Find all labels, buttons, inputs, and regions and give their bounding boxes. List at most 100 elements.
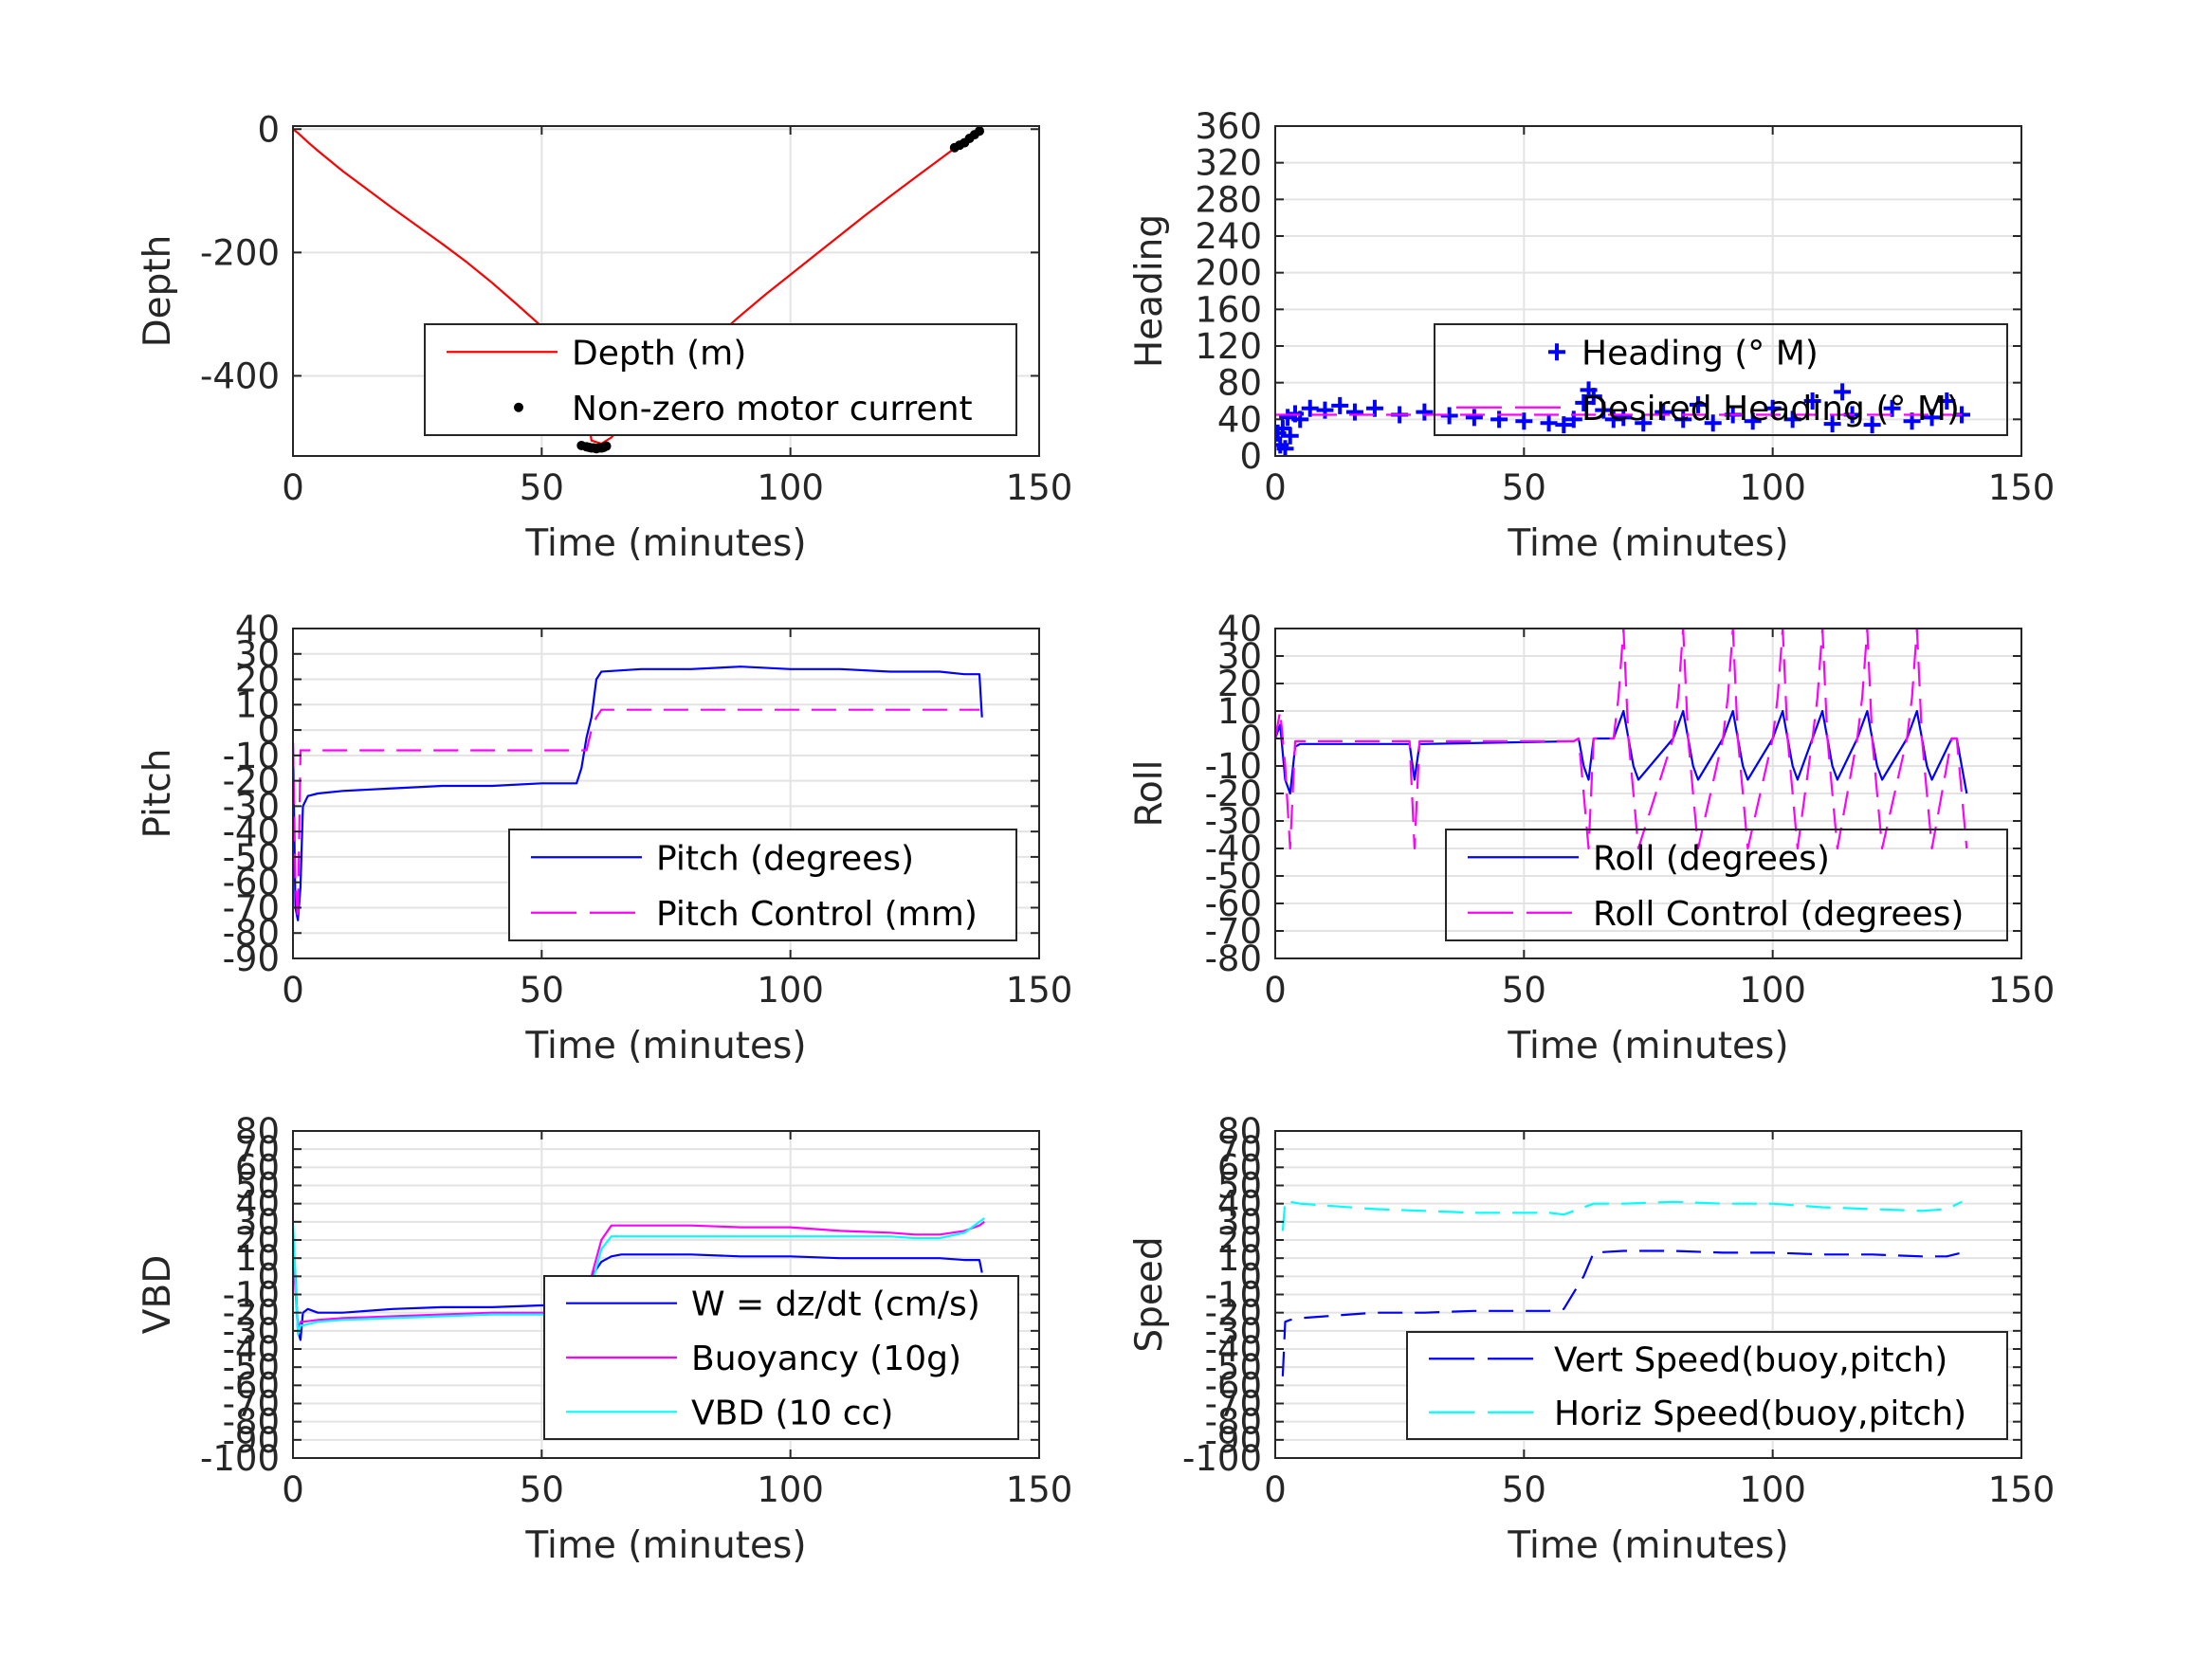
y-tick-label: -50 (1205, 1347, 1262, 1388)
series-1-point (1331, 396, 1349, 414)
x-tick-label: 50 (520, 467, 564, 508)
series-1-point (1595, 401, 1613, 419)
y-tick-label: -20 (223, 1293, 280, 1334)
y-tick-label: 120 (1195, 326, 1262, 367)
y-tick-label: 40 (1217, 609, 1262, 649)
series-1-point (1923, 409, 1941, 427)
y-tick-label: -10 (223, 736, 280, 776)
legend-label: VBD (10 cc) (691, 1394, 893, 1432)
data-layer (1275, 629, 1968, 850)
y-tick-label: -60 (1205, 884, 1262, 924)
series-1-point (1584, 388, 1602, 406)
y-tick-label: -20 (1205, 774, 1262, 814)
y-axis-label: VBD (137, 1255, 179, 1334)
x-tick-label: 100 (1739, 1469, 1806, 1510)
series-1-point (1564, 410, 1582, 428)
y-tick-label: 360 (1195, 106, 1262, 147)
axes-box (292, 628, 1040, 959)
series-1-point (1783, 410, 1801, 428)
series-2-line (293, 708, 979, 921)
legend-box (508, 829, 1017, 941)
y-tick-label: -80 (1205, 939, 1262, 979)
x-tick-label: 0 (282, 1469, 304, 1510)
y-tick-label: 320 (1195, 143, 1262, 184)
series-1-point (1744, 412, 1762, 430)
series-1-line (293, 128, 980, 446)
data-layer (1281, 1198, 1963, 1376)
series-3-line (293, 1217, 985, 1336)
y-tick-label: 0 (1239, 1256, 1262, 1297)
series-1-point (1515, 412, 1533, 430)
y-axis-label: Heading (1128, 214, 1171, 368)
series-1-point (1540, 414, 1558, 432)
y-tick-label: -20 (223, 761, 280, 802)
y-tick-label: 40 (235, 1184, 280, 1225)
y-tick-label: -40 (1205, 1329, 1262, 1370)
y-tick-label: 20 (235, 660, 280, 701)
series-1-point (1345, 403, 1363, 421)
legend: Vert Speed(buoy,pitch) Horiz Speed(buoy,p… (1406, 1331, 2008, 1440)
y-tick-label: -90 (1205, 1420, 1262, 1461)
legend-label: Pitch Control (mm) (656, 895, 978, 934)
legend-label: Depth (m) (572, 334, 746, 373)
legend-label: Desired Heading (° M) (1581, 390, 1960, 428)
legend-label: Roll Control (degrees) (1593, 895, 1964, 934)
series-2-point (975, 126, 985, 137)
x-tick-label: 50 (1502, 467, 1546, 508)
legend-label: Non-zero motor current (572, 390, 973, 428)
y-tick-label: 10 (235, 1238, 280, 1279)
y-tick-label: -80 (223, 913, 280, 954)
x-tick-label: 150 (1006, 467, 1073, 508)
y-tick-label: 40 (1217, 1184, 1262, 1225)
series-1-point (1575, 393, 1593, 411)
y-tick-label: 20 (1217, 1220, 1262, 1261)
y-tick-label: 60 (1217, 1147, 1262, 1188)
y-axis-label: Depth (137, 235, 179, 348)
x-axis-label: Time (minutes) (524, 1524, 806, 1567)
y-tick-label: -80 (1205, 1402, 1262, 1443)
y-tick-label: -200 (200, 232, 280, 273)
data-layer (293, 126, 985, 454)
y-tick-label: 70 (235, 1129, 280, 1170)
x-tick-label: 0 (282, 467, 304, 508)
x-tick-label: 150 (1006, 970, 1073, 1011)
y-tick-label: 80 (1217, 363, 1262, 404)
legend-box (1445, 829, 2008, 941)
y-tick-label: -60 (223, 1365, 280, 1406)
legend-label: Pitch (degrees) (656, 839, 914, 878)
x-axis-label: Time (minutes) (1507, 1025, 1788, 1067)
legend: Depth (m) Non-zero motor current (424, 323, 1017, 436)
y-tick-label: -50 (223, 1347, 280, 1388)
y-tick-label: 0 (1239, 436, 1262, 477)
y-tick-label: 0 (257, 1256, 280, 1297)
series-1-point (1704, 414, 1722, 432)
y-tick-label: -30 (223, 786, 280, 827)
legend-box (424, 323, 1017, 436)
y-tick-label: 280 (1195, 179, 1262, 220)
y-tick-label: -50 (223, 837, 280, 878)
y-tick-label: -100 (1182, 1438, 1262, 1479)
y-tick-label: -60 (223, 863, 280, 903)
series-1-point (1823, 415, 1841, 433)
series-1-point (1635, 414, 1653, 432)
subplot-1: 0 50 100 150 -400 -200 0 Time (minutes) Depth Dep… (137, 109, 1072, 565)
y-tick-label: 10 (1217, 1238, 1262, 1279)
x-tick-label: 50 (520, 970, 564, 1011)
subplot-3: 0 50 100 150-90-80-70-60-50-40-30-20-100102… (137, 609, 1072, 1067)
y-tick-label: 50 (235, 1166, 280, 1207)
legend-box (1434, 323, 2008, 436)
y-tick-label: 40 (235, 609, 280, 649)
legend-label: Horiz Speed(buoy,pitch) (1554, 1395, 1966, 1433)
y-tick-label: 30 (235, 1202, 280, 1243)
subplot-4: 0 50 100 150-80-70-60-50-40-30-20-100102030… (1128, 609, 2055, 1067)
y-tick-label: 10 (1217, 691, 1262, 732)
series-2-line (1281, 1198, 1963, 1231)
subplot-6: 0 50 100 150-100-90-80-70-60-50-40-30-20-10… (1128, 1111, 2055, 1567)
y-tick-label: -10 (223, 1275, 280, 1316)
legend-label: W = dz/dt (cm/s) (691, 1285, 980, 1324)
y-tick-label: 10 (235, 684, 280, 725)
y-tick-label: 160 (1195, 289, 1262, 330)
